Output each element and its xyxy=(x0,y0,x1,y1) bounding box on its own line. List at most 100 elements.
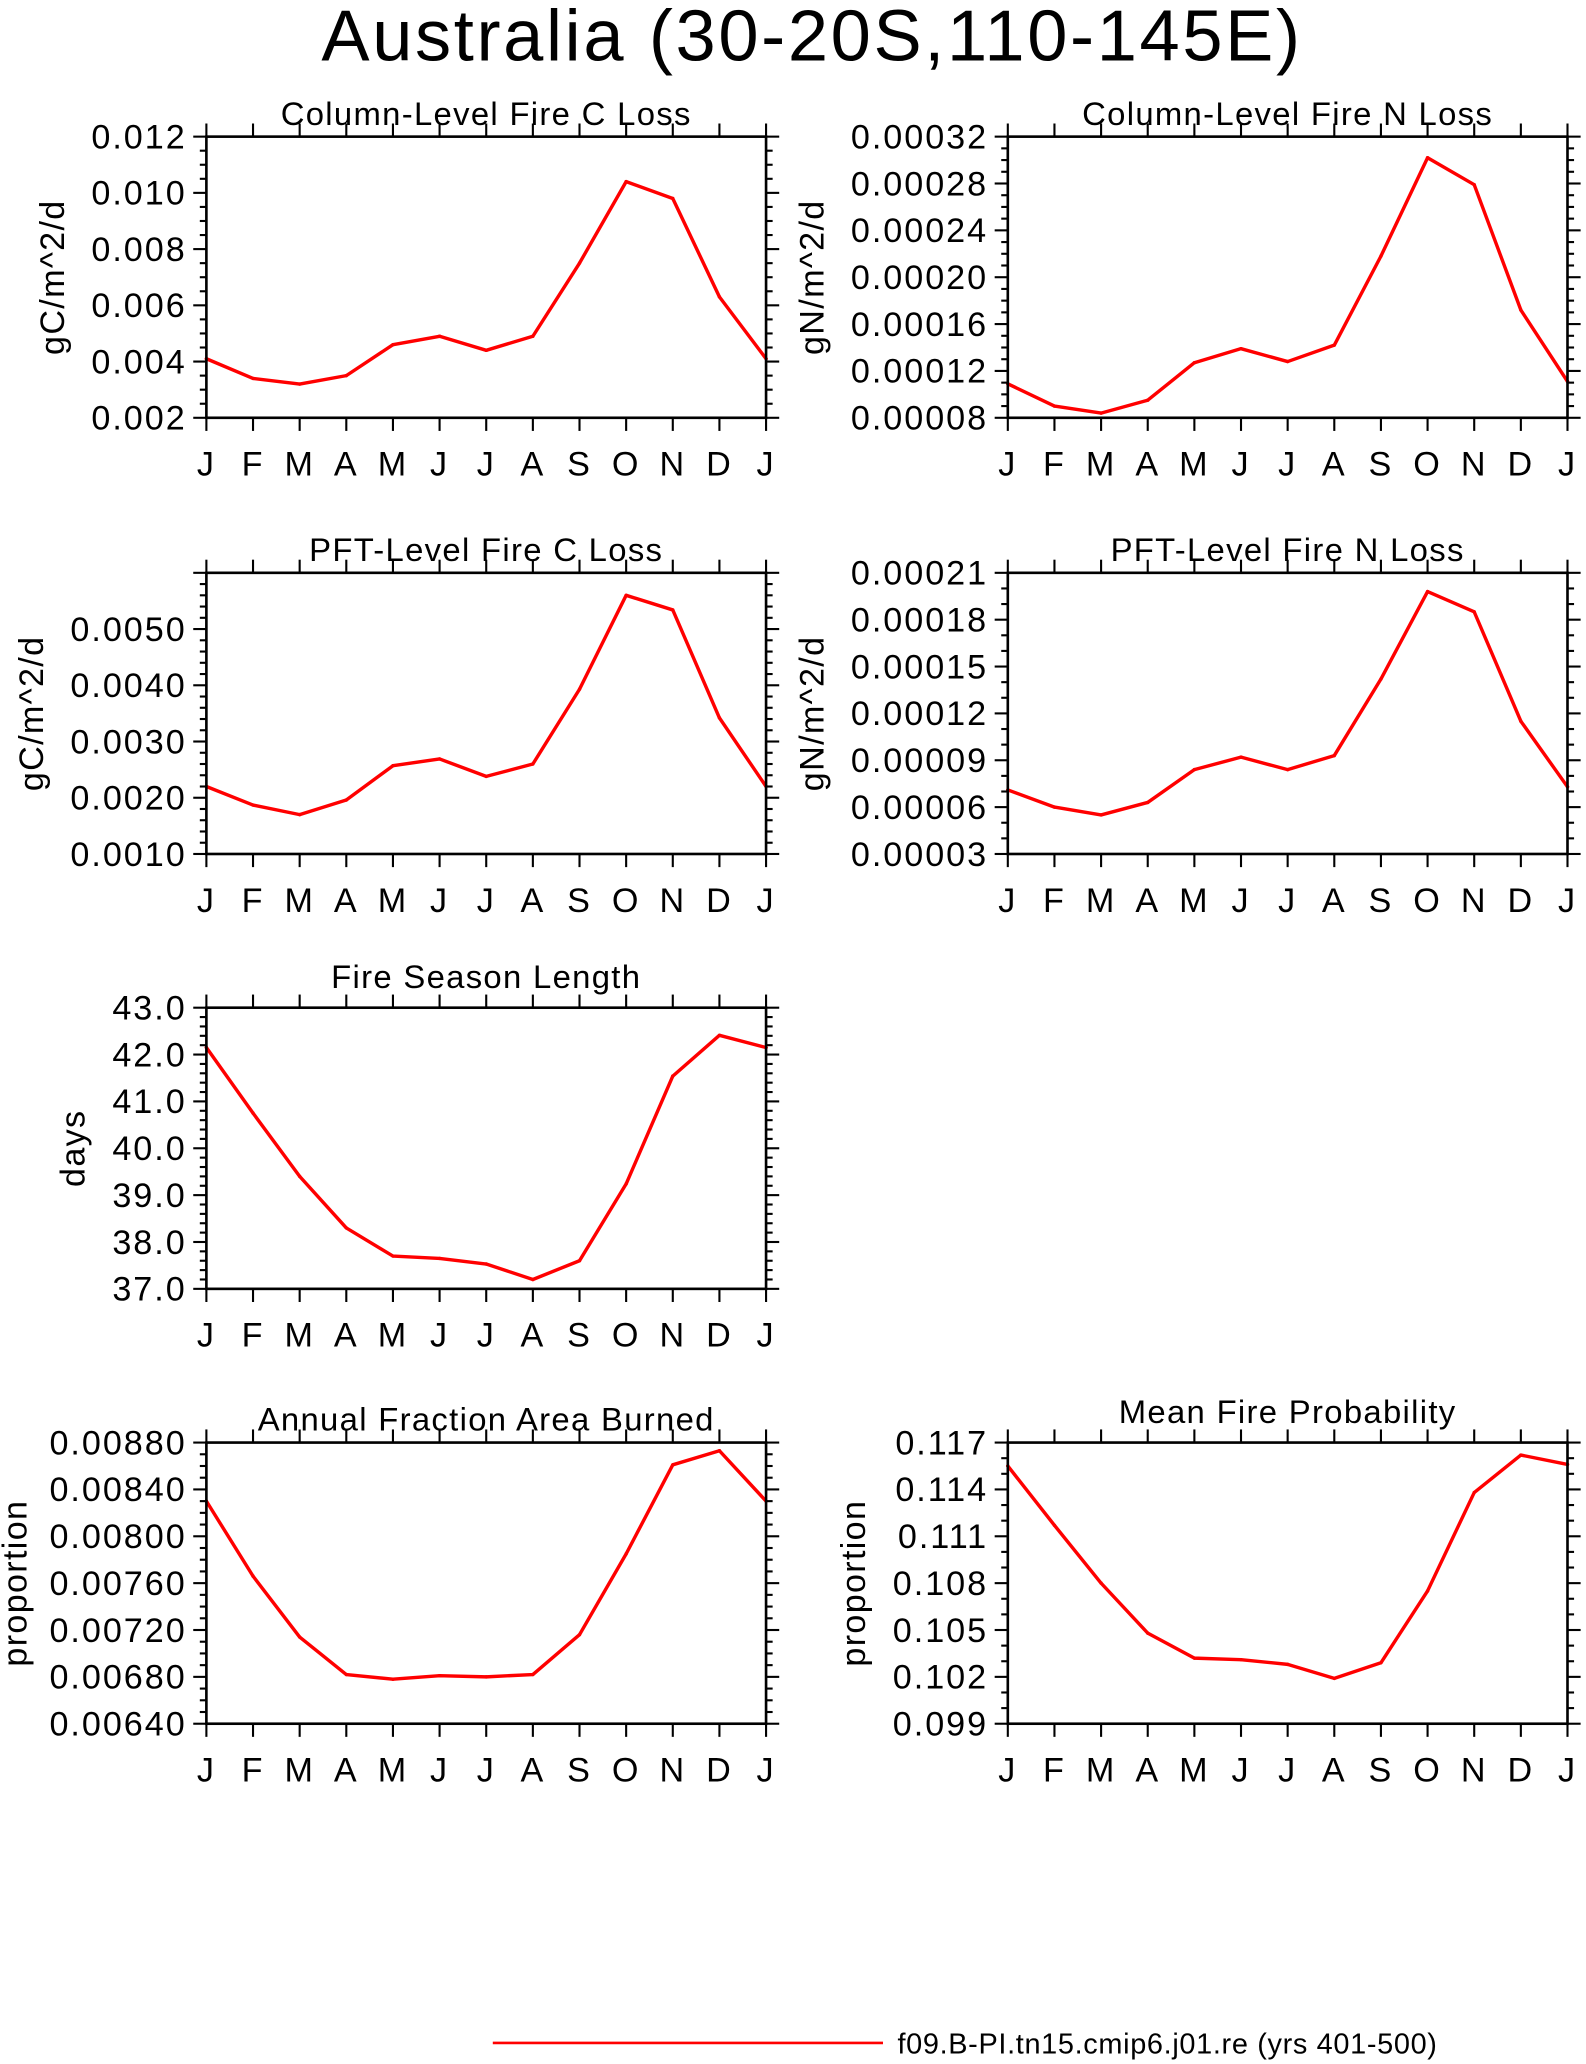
data-point xyxy=(391,342,395,347)
x-tick-label: M xyxy=(1179,1752,1209,1790)
data-point xyxy=(1519,1453,1523,1457)
x-tick-label: A xyxy=(334,1752,359,1790)
y-tick-label: 0.114 xyxy=(895,1471,988,1509)
x-tick-label: S xyxy=(567,1752,592,1790)
series-line xyxy=(204,1449,768,1681)
x-tick-label: N xyxy=(659,1317,686,1355)
x-tick-label: D xyxy=(706,882,733,920)
y-tick-label: 0.00720 xyxy=(49,1612,186,1650)
x-tick-label: J xyxy=(998,882,1017,920)
series xyxy=(204,1449,768,1681)
x-tick-label: J xyxy=(477,1317,496,1355)
data-point xyxy=(1519,719,1523,723)
y-tick-label: 0.00020 xyxy=(851,259,988,297)
data-point xyxy=(531,334,535,338)
data-point xyxy=(1239,346,1243,351)
y-tick-label: 0.00003 xyxy=(851,836,988,874)
data-point xyxy=(577,1259,582,1263)
data-point xyxy=(1099,1581,1103,1585)
y-tick-label: 0.00016 xyxy=(851,306,988,344)
x-tick-label: A xyxy=(1322,882,1347,920)
x-tick-label: J xyxy=(430,1752,449,1790)
data-point xyxy=(1425,589,1430,594)
x-tick-label: J xyxy=(757,882,776,920)
data-point xyxy=(1239,1657,1243,1662)
x-tick-label: N xyxy=(1461,446,1488,484)
data-point xyxy=(391,1677,395,1681)
x-tick-label: J xyxy=(1278,1752,1297,1790)
data-point xyxy=(577,1632,582,1637)
data-point xyxy=(671,608,675,612)
y-axis-label: gC/m^2/d xyxy=(13,636,51,792)
series xyxy=(1006,156,1570,415)
x-tick-label: J xyxy=(430,446,449,484)
x-tick-label: M xyxy=(1086,446,1116,484)
y-tick-label: 0.105 xyxy=(893,1612,988,1650)
x-tick-label: D xyxy=(706,1752,733,1790)
data-point xyxy=(391,763,395,768)
x-tick-label: M xyxy=(378,882,408,920)
data-point xyxy=(1099,411,1103,415)
y-tick-label: 0.00015 xyxy=(851,648,988,686)
x-tick-label: F xyxy=(242,446,265,484)
x-tick-label: A xyxy=(1135,1752,1160,1790)
y-tick-label: 0.00024 xyxy=(851,212,988,250)
x-tick-label: J xyxy=(197,446,216,484)
x-tick-label: A xyxy=(1135,882,1160,920)
y-tick-label: 0.102 xyxy=(893,1659,988,1697)
panel-title: Annual Fraction Area Burned xyxy=(258,1401,715,1438)
x-tick-label: J xyxy=(1558,446,1577,484)
plot-frame xyxy=(205,135,768,420)
data-point xyxy=(1146,800,1150,805)
data-point xyxy=(1425,156,1430,160)
panel-fire-season-length: J F M A M J J A S O N D J37.038.039.040.041.042.043.… xyxy=(55,958,780,1355)
x-tick-label: J xyxy=(1558,882,1577,920)
data-point xyxy=(484,1675,488,1679)
panel-mean-fire-probability: J F M A M J J A S O N D J0.0990.1020.1050.1080.1110.… xyxy=(835,1393,1581,1790)
y-tick-label: 0.00012 xyxy=(851,353,988,391)
plot-frame xyxy=(205,1441,768,1726)
data-point xyxy=(671,1463,675,1467)
x-tick-label: J xyxy=(1278,446,1297,484)
data-point xyxy=(1472,610,1476,614)
y-tick-label: 0.00800 xyxy=(49,1518,186,1556)
x-tick-label: N xyxy=(659,446,686,484)
x-tick-label: J xyxy=(197,1317,216,1355)
data-point xyxy=(624,1182,628,1186)
x-tick-label: J xyxy=(197,882,216,920)
y-axis: 0.099 0.102 0.105 0.108 0.111 0.114 0.117 xyxy=(893,1424,1581,1744)
data-point xyxy=(1285,767,1290,772)
data-point xyxy=(344,1672,349,1677)
x-tick-label: D xyxy=(1508,1752,1535,1790)
x-tick-label: O xyxy=(612,1752,641,1790)
data-point xyxy=(1332,753,1336,758)
data-point xyxy=(484,1262,488,1266)
y-tick-label: 0.108 xyxy=(893,1565,988,1603)
y-tick-label: 38.0 xyxy=(112,1224,186,1262)
data-point xyxy=(1239,755,1243,759)
x-tick-label: N xyxy=(659,1752,686,1790)
x-tick-label: O xyxy=(612,446,641,484)
data-point xyxy=(251,1574,255,1578)
data-point xyxy=(484,348,488,353)
x-tick-label: O xyxy=(1413,446,1442,484)
x-tick-label: M xyxy=(284,882,314,920)
panel-title: Column-Level Fire N Loss xyxy=(1082,95,1493,132)
x-tick-label: N xyxy=(659,882,686,920)
data-point xyxy=(717,295,722,299)
series xyxy=(1006,589,1570,817)
y-tick-label: 0.117 xyxy=(895,1424,988,1462)
x-tick-label: S xyxy=(1369,882,1394,920)
data-point xyxy=(1146,398,1150,402)
y-axis-label: proportion xyxy=(0,1500,34,1667)
x-tick-label: O xyxy=(1413,1752,1442,1790)
plot-frame xyxy=(205,1006,768,1291)
data-point xyxy=(1332,1676,1336,1681)
x-tick-label: O xyxy=(612,1317,641,1355)
y-axis-label: gC/m^2/d xyxy=(34,199,72,355)
data-point xyxy=(437,334,442,338)
